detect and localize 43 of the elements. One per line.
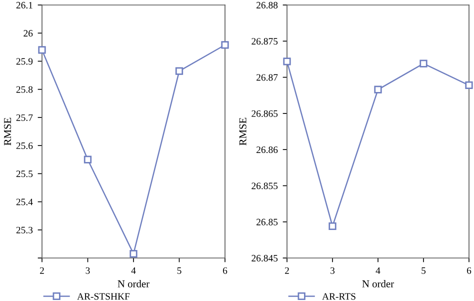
point xyxy=(374,86,382,94)
x-tick-label: 4 xyxy=(131,267,136,274)
x-tick-label: 2 xyxy=(284,267,289,274)
x-tick-label: 6 xyxy=(466,267,472,274)
x-axis-title: N order xyxy=(362,280,394,288)
x-tick-label: 4 xyxy=(376,267,380,274)
y-tick-label: 26.865 xyxy=(252,110,278,117)
x-tick-label: 2 xyxy=(40,267,44,274)
y-tick-label: 26.88 xyxy=(256,2,278,9)
point xyxy=(328,222,336,230)
point xyxy=(130,250,138,258)
x-tick-label: 3 xyxy=(330,267,335,274)
point xyxy=(420,60,428,68)
y-tick-label: 25.4 xyxy=(16,198,33,206)
x-tick-label: 3 xyxy=(86,267,90,274)
y-axis-title: RMSE xyxy=(4,118,12,146)
y-tick-label: 26.855 xyxy=(252,182,278,190)
y-tick-label: 25.3 xyxy=(16,226,33,234)
y-tick-label: 26.845 xyxy=(252,254,278,262)
y-axis-title: RMSE xyxy=(239,118,246,146)
legend-label: AR-RTS xyxy=(322,293,356,300)
y-tick-label: 25.5 xyxy=(16,170,33,178)
y-tick-label: 25.8 xyxy=(16,86,33,93)
y-tick-label: 25.7 xyxy=(16,114,33,121)
x-axis-title: N order xyxy=(118,280,150,288)
y-tick-label: 26.875 xyxy=(252,38,278,45)
y-tick-label: 26.1 xyxy=(16,2,32,9)
x-tick-label: 5 xyxy=(422,267,426,274)
point xyxy=(38,46,46,54)
y-tick-label: 26.86 xyxy=(256,146,278,154)
y-tick-label: 26.85 xyxy=(256,218,278,226)
y-tick-label: 25.9 xyxy=(16,58,33,65)
x-tick-label: 5 xyxy=(177,267,182,274)
y-tick-label: 26 xyxy=(24,30,33,37)
point xyxy=(283,58,291,66)
y-tick-label: 26.87 xyxy=(256,74,278,81)
point xyxy=(465,81,473,90)
x-tick-label: 6 xyxy=(222,267,228,274)
point xyxy=(175,67,184,75)
y-tick-label: 25.6 xyxy=(16,142,33,150)
point xyxy=(221,41,229,49)
point xyxy=(84,156,92,164)
legend-label: AR-STSHKF xyxy=(77,293,130,300)
